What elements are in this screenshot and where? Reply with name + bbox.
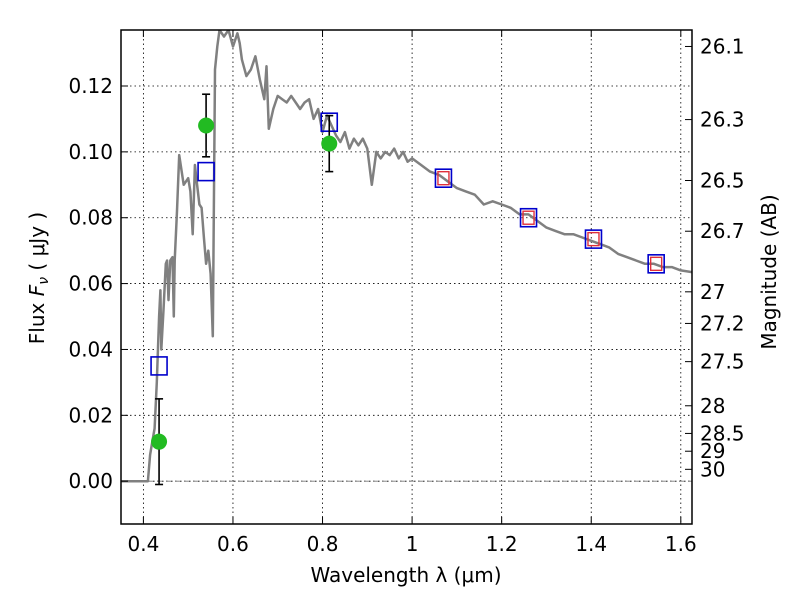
y-right-tick-label: 26.5 <box>700 169 745 193</box>
observed-square-point <box>522 210 535 225</box>
observed-square-point <box>649 256 663 272</box>
y-tick-label: 0.04 <box>68 337 113 361</box>
model-square-point <box>647 254 665 274</box>
observed-circle-point <box>198 117 215 134</box>
y-axis-label-subscript: ν <box>36 277 52 285</box>
model-square-point <box>150 356 168 376</box>
y-tick-label: 0.02 <box>68 403 113 427</box>
y-right-tick-label: 29 <box>700 439 725 463</box>
y-right-tick-label: 26.1 <box>700 34 745 58</box>
y-axis-label-symbol: F <box>25 284 49 296</box>
y-right-tick-label: 28.5 <box>700 421 745 445</box>
x-tick-label: 0.4 <box>127 532 159 556</box>
x-axis: 0.4 0.6 0.8 1 1.2 1.4 1.6 <box>127 30 697 556</box>
y-axis-label: Flux Fν ( μJy ) <box>25 212 52 344</box>
y-tick-label: 0.12 <box>68 74 113 98</box>
y-tick-label: 0.06 <box>68 272 113 296</box>
x-tick-label: 1.6 <box>665 532 697 556</box>
observed-square-point <box>437 170 450 186</box>
y-tick-label: 0.08 <box>68 206 113 230</box>
x-tick-label: 0.8 <box>307 532 339 556</box>
y-axis-label-suffix: ( μJy ) <box>25 212 49 277</box>
x-tick-label: 1 <box>406 532 419 556</box>
y-axis-right-label: Magnitude (AB) <box>757 194 781 349</box>
y-axis-label-prefix: Flux <box>25 296 49 344</box>
y-tick-label: 0.10 <box>68 140 113 164</box>
sed-model-line <box>121 30 692 483</box>
y-right-tick-label: 30 <box>700 457 725 481</box>
x-tick-label: 1.2 <box>486 532 518 556</box>
x-tick-label: 1.4 <box>575 532 607 556</box>
y-tick-label: 0.00 <box>68 469 113 493</box>
model-square-point <box>197 161 215 182</box>
y-right-tick-label: 27.5 <box>700 350 745 374</box>
y-right-tick-label: 27.2 <box>700 311 745 335</box>
x-axis-label: Wavelength λ (μm) <box>310 563 501 587</box>
grid <box>121 30 692 524</box>
model-square-point <box>519 207 538 228</box>
model-square-point <box>584 229 603 249</box>
y-right-tick-label: 26.7 <box>700 219 745 243</box>
observed-square-point <box>587 231 600 247</box>
observed-circle-point <box>151 433 168 450</box>
plot-frame <box>120 29 693 525</box>
y-right-tick-label: 27 <box>700 280 725 304</box>
observed-circle-point <box>321 135 338 152</box>
x-tick-label: 0.6 <box>217 532 249 556</box>
y-right-tick-label: 26.3 <box>700 108 745 132</box>
y-right-tick-label: 28 <box>700 394 725 418</box>
plot-area <box>121 30 692 486</box>
y-axis-left: 0.00 0.02 0.04 0.06 0.08 0.10 0.12 <box>68 74 128 493</box>
model-square-point <box>434 168 453 188</box>
